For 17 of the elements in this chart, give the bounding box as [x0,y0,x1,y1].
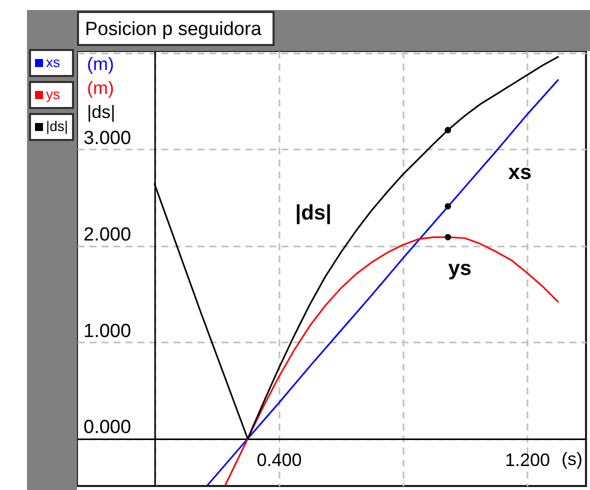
y-tick-label: 1.000 [84,320,132,342]
x-tick-label: 0.400 [256,450,302,470]
y-tick-label: 3.000 [84,128,132,149]
y-tick-label: 2.000 [84,224,132,246]
annotation: |ds| [87,102,116,122]
x-axis-title: (s) [562,449,582,470]
annotation: (m) [87,54,114,74]
text: ys [448,257,472,280]
x-tick-label: 1.200 [505,450,550,470]
annotation: (m) [87,78,114,98]
legend-label: xs [46,54,60,70]
y-tick-label: 0.000 [84,417,132,438]
text: |ds| [295,201,332,224]
chart-title: Posicion p seguidora [85,19,262,40]
legend-label: |ds| [46,118,68,134]
text: xs [508,161,532,184]
legend-label: ys [46,86,60,102]
